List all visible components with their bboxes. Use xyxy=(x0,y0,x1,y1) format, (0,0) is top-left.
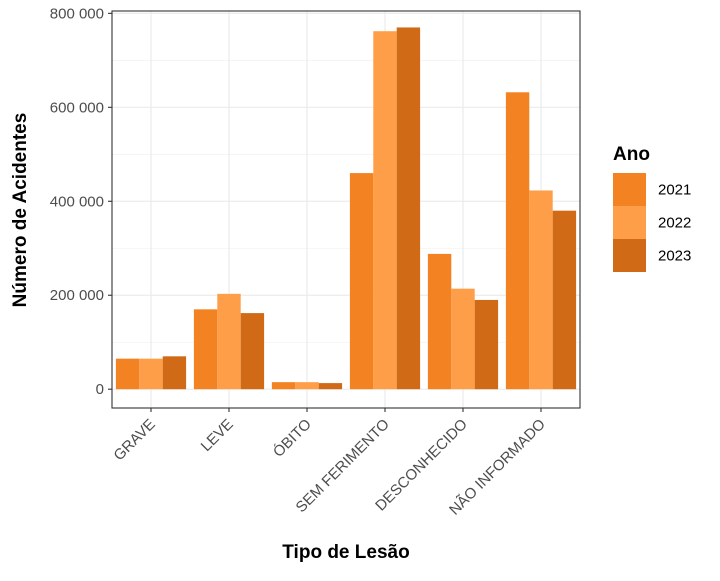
bar-2021-4 xyxy=(427,253,452,390)
legend-swatch-2023 xyxy=(613,239,646,272)
y-tick-label: 400 000 xyxy=(50,193,104,210)
bar-2021-5 xyxy=(505,92,530,390)
legend-title: Ano xyxy=(613,144,650,165)
bar-2023-3 xyxy=(396,27,421,390)
bar-2022-5 xyxy=(529,190,553,390)
legend-swatch-2022 xyxy=(613,206,646,239)
bar-2023-5 xyxy=(552,210,577,390)
bar-2023-2 xyxy=(318,383,343,390)
y-tick-label: 0 xyxy=(96,381,104,398)
bar-2023-1 xyxy=(240,313,265,390)
bar-2022-3 xyxy=(373,31,397,390)
y-axis-title: Número de Acidentes xyxy=(10,113,31,308)
y-axis: 0 200 000 400 000 600 000 800 000 xyxy=(50,5,112,398)
bar-2022-4 xyxy=(451,288,475,390)
bar-2023-4 xyxy=(474,299,499,390)
legend-label-2023: 2023 xyxy=(658,248,691,265)
legend-label-2021: 2021 xyxy=(658,182,691,199)
bars xyxy=(115,27,577,390)
y-tick-label: 800 000 xyxy=(50,5,104,22)
y-tick-label: 600 000 xyxy=(50,99,104,116)
y-tick-label: 200 000 xyxy=(50,287,104,304)
legend: Ano 2021 2022 2023 xyxy=(613,144,691,272)
bar-2021-2 xyxy=(271,382,296,390)
legend-swatch-2021 xyxy=(613,173,646,206)
bar-2021-1 xyxy=(193,309,218,390)
legend-label-2022: 2022 xyxy=(658,215,691,232)
bar-2022-1 xyxy=(217,293,241,390)
x-tick-label: LEVE xyxy=(198,416,237,455)
x-tick-label: ÓBITO xyxy=(270,416,315,461)
bar-2021-3 xyxy=(349,173,374,390)
panel-border xyxy=(111,10,581,409)
bar-2022-0 xyxy=(139,358,163,390)
bar-2021-0 xyxy=(115,358,140,390)
x-tick-label: GRAVE xyxy=(110,416,158,464)
x-axis-title: Tipo de Lesão xyxy=(282,542,409,563)
bar-2023-0 xyxy=(162,356,187,390)
bar-2022-2 xyxy=(295,382,319,390)
